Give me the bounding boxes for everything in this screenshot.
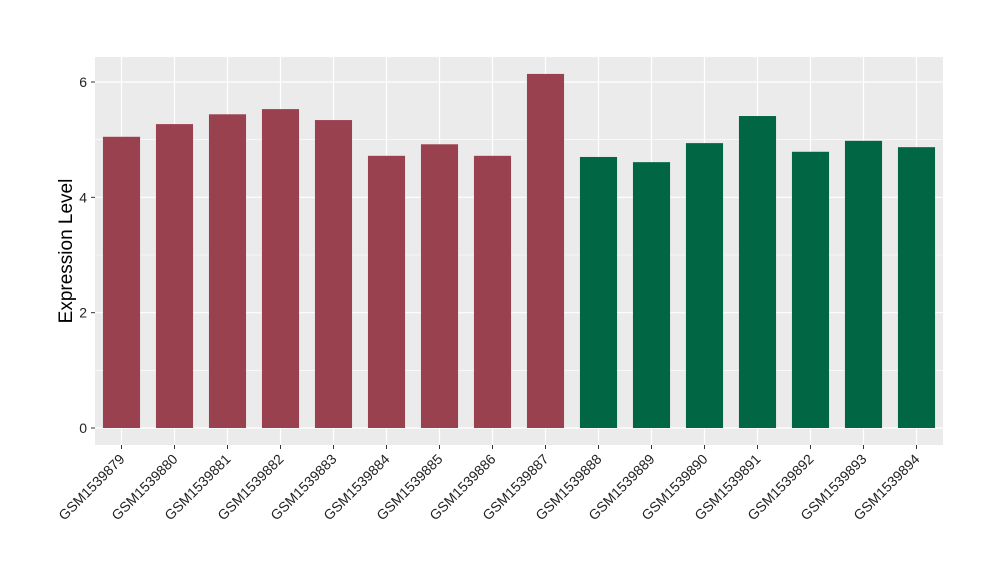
bar-GSM1539885 xyxy=(420,144,459,428)
bar-GSM1539887 xyxy=(526,73,565,428)
bar-GSM1539882 xyxy=(261,109,300,428)
bar-GSM1539883 xyxy=(314,120,353,428)
bar-GSM1539884 xyxy=(367,155,406,428)
bar-GSM1539890 xyxy=(685,143,724,429)
bar-GSM1539893 xyxy=(844,140,883,428)
bar-GSM1539894 xyxy=(897,147,936,428)
bar-GSM1539886 xyxy=(473,155,512,428)
x-axis: GSM1539879GSM1539880GSM1539881GSM1539882… xyxy=(55,445,923,523)
y-axis: 0 2 4 6 xyxy=(79,74,95,436)
y-tick-label: 0 xyxy=(79,420,87,436)
bar-GSM1539891 xyxy=(738,116,777,429)
bar-GSM1539881 xyxy=(208,114,247,428)
bar-GSM1539888 xyxy=(579,156,618,428)
bar-GSM1539879 xyxy=(102,136,141,429)
bar-GSM1539892 xyxy=(791,151,830,428)
bar-GSM1539889 xyxy=(632,162,671,428)
bars xyxy=(102,73,936,429)
y-tick-label: 6 xyxy=(79,74,87,90)
y-tick-label: 4 xyxy=(79,189,87,205)
y-axis-label: Expression Level xyxy=(56,179,77,324)
bar-GSM1539880 xyxy=(155,124,194,428)
y-tick-label: 2 xyxy=(79,305,87,321)
